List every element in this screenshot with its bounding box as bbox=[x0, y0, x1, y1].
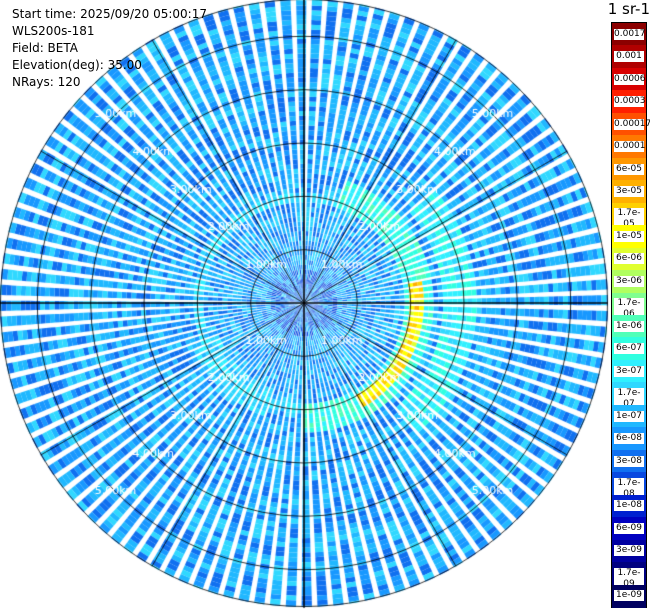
colorbar-label: 0.0003 bbox=[614, 96, 646, 108]
colorbar-label: 3e-05 bbox=[614, 185, 644, 197]
colorbar-title: m-1 sr-1 bbox=[609, 0, 650, 18]
colorbar-label: 1.7e-07 bbox=[614, 388, 644, 411]
colorbar-label: 1e-08 bbox=[614, 500, 644, 512]
colorbar-label: 3e-06 bbox=[614, 275, 644, 287]
colorbar-label: 1e-05 bbox=[614, 230, 644, 242]
colorbar: 0.0017 0.001 0.0006 0.0003 0.00017 0.0001 6e-0… bbox=[611, 22, 650, 608]
nrays-label: NRays: 120 bbox=[12, 75, 81, 89]
colorbar-label: 0.0017 bbox=[614, 28, 646, 40]
field-label: Field: BETA bbox=[12, 41, 78, 55]
colorbar-label: 1.7e-09 bbox=[614, 567, 644, 590]
instrument-label: WLS200s-181 bbox=[12, 24, 95, 38]
ppi-plot bbox=[0, 0, 610, 610]
colorbar-label: 1e-07 bbox=[614, 410, 644, 422]
elevation-label: Elevation(deg): 35.00 bbox=[12, 58, 142, 72]
colorbar-label: 0.00017 bbox=[614, 118, 650, 130]
colorbar-label: 0.0001 bbox=[614, 141, 646, 153]
colorbar-label: 1e-09 bbox=[614, 590, 644, 602]
colorbar-label: 3e-07 bbox=[614, 365, 644, 377]
colorbar-label: 6e-07 bbox=[614, 343, 644, 355]
start-time-label: Start time: 2025/09/20 05:00:17 bbox=[12, 7, 207, 21]
colorbar-label: 1e-06 bbox=[614, 320, 644, 332]
colorbar-label: 6e-06 bbox=[614, 253, 644, 265]
scan-info: Start time: 2025/09/20 05:00:17 WLS200s-… bbox=[12, 6, 207, 91]
colorbar-label: 0.001 bbox=[614, 51, 644, 63]
colorbar-label: 1.7e-06 bbox=[614, 298, 644, 321]
colorbar-label: 6e-08 bbox=[614, 433, 644, 445]
colorbar-label: 1.7e-08 bbox=[614, 477, 644, 500]
colorbar-label: 3e-09 bbox=[614, 545, 644, 557]
colorbar-label: 1.7e-05 bbox=[614, 208, 644, 231]
colorbar-label: 3e-08 bbox=[614, 455, 644, 467]
colorbar-label: 6e-09 bbox=[614, 522, 644, 534]
colorbar-label: 0.0006 bbox=[614, 73, 646, 85]
colorbar-label: 6e-05 bbox=[614, 163, 644, 175]
